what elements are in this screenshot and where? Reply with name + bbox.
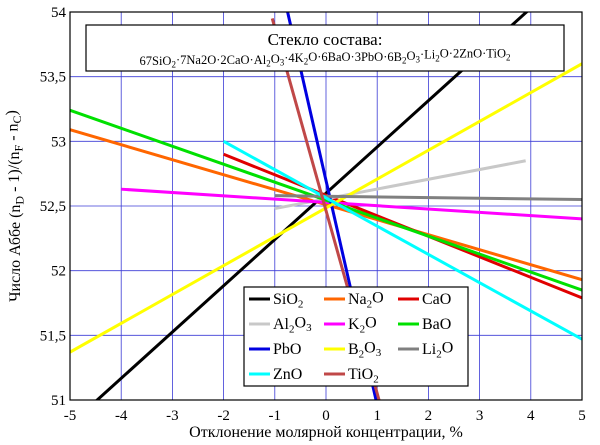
x-tick-label: 4 [527, 408, 535, 424]
plot-frame [69, 11, 583, 401]
y-tick-label: 52,5 [40, 199, 66, 215]
chart-title: Стекло состава: [268, 30, 383, 49]
x-tick-label: 0 [322, 408, 330, 424]
series-line-zno [222, 140, 582, 341]
chart-subtitle: 67SiO2​·7Na2O·2CaO·Al2​O3​·4K2​O·6BaO·3P… [140, 47, 511, 70]
legend-label: TiO2​ [348, 366, 379, 385]
y-tick-label: 51 [51, 393, 66, 409]
title-frame [85, 24, 565, 72]
x-tick-label: 3 [476, 408, 484, 424]
x-axis-label: Отклонение молярной концентрации, % [189, 424, 463, 441]
legend-label: PbO [273, 341, 301, 358]
x-tick-label: -4 [115, 408, 128, 424]
x-tick-label: -5 [64, 408, 77, 424]
series-line-na2o [70, 128, 582, 282]
x-tick-label: 5 [578, 408, 586, 424]
series-line-k2o [121, 187, 582, 221]
legend-label: CaO [422, 291, 451, 308]
legend-item-li2o: Li2​O [398, 340, 453, 361]
y-tick-label: 53 [51, 134, 66, 150]
y-tick-label: 51,5 [40, 328, 66, 344]
legend-item-al2o3: Al2​O3​ [249, 315, 312, 336]
legend-item-cao: CaO [398, 291, 451, 308]
legend-label: SiO2​ [273, 291, 303, 310]
legend-item-zno: ZnO [249, 366, 302, 383]
y-tick-label: 54 [51, 5, 67, 21]
chart-legend: SiO2​ Na2​O CaO Al2​O3​ K2​O BaO PbO B2​O3​ Li2​… [243, 286, 469, 387]
axis-labels: Отклонение молярной концентрации, % Число… [3, 110, 462, 441]
legend-frame [243, 286, 469, 387]
x-tick-label: 1 [373, 408, 381, 424]
legend-item-bao: BaO [398, 316, 451, 333]
y-axis-label: Число Аббе (nD​ - 1)/(nF​ - nC​) [3, 110, 26, 302]
x-tick-label: 2 [425, 408, 433, 424]
legend-item-sio2: SiO2​ [249, 291, 303, 310]
legend-label: ZnO [273, 366, 302, 383]
plot-border [69, 11, 583, 401]
legend-label: BaO [422, 316, 451, 333]
chart-title-box: Стекло состава:67SiO2​·7Na2O·2CaO·Al2​O3… [85, 24, 565, 72]
y-tick-label: 52 [51, 264, 66, 280]
legend-label: B2​O3​ [348, 340, 382, 361]
x-tick-label: -2 [217, 408, 230, 424]
legend-item-b2o3: B2​O3​ [324, 340, 382, 361]
legend-item-na2o: Na2​O [324, 290, 384, 311]
legend-item-pbo: PbO [249, 341, 301, 358]
series-line-bao [70, 108, 582, 292]
x-tick-label: -1 [269, 408, 282, 424]
series-lines [70, 12, 582, 400]
legend-item-k2o: K2​O [324, 315, 377, 336]
series-line-sio2 [94, 12, 529, 400]
y-tick-label: 53,5 [40, 70, 66, 86]
tick-labels: -5 -4 -3 -2 -1 0 1 2 3 4 5 51 51,5 52 52,5 53 53,5 54 [40, 5, 586, 424]
legend-label: Na2​O [348, 290, 384, 311]
legend-label: Li2​O [422, 340, 453, 361]
legend-item-tio2: TiO2​ [324, 366, 379, 385]
x-tick-label: -3 [166, 408, 179, 424]
legend-label: Al2​O3​ [273, 315, 312, 336]
legend-label: K2​O [348, 315, 377, 336]
